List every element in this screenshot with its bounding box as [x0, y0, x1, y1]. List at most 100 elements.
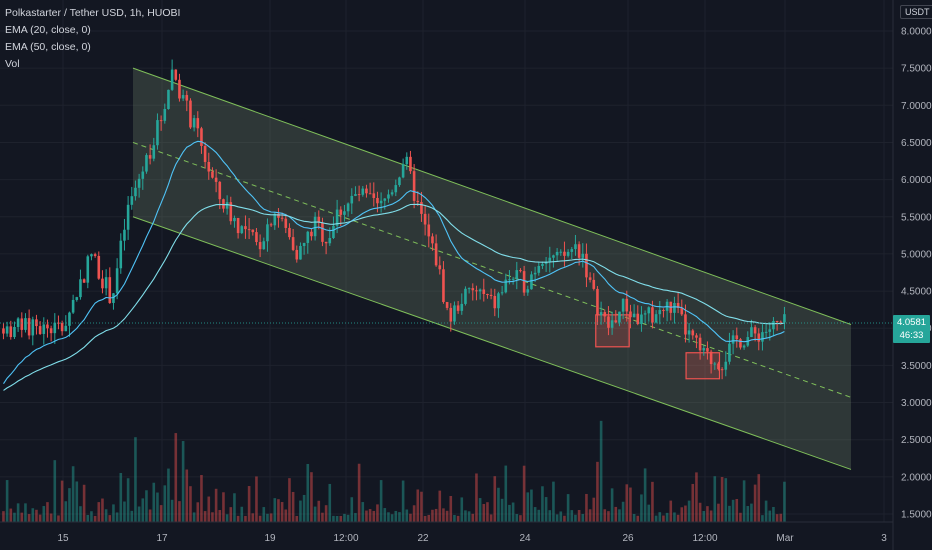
symbol-title[interactable]: Polkastarter / Tether USD, 1h, HUOBI: [5, 7, 181, 19]
volume-bar: [420, 491, 423, 522]
volume-bar: [108, 515, 112, 522]
volume-bar: [273, 498, 277, 522]
volume-bar: [222, 492, 225, 522]
candle-body: [515, 270, 519, 279]
candle-body: [86, 256, 90, 283]
volume-bar: [383, 508, 387, 522]
volume-bar: [577, 510, 581, 522]
candle-body: [31, 319, 35, 336]
volume-bar: [49, 513, 53, 522]
candle-body: [687, 330, 691, 335]
volume-bar: [302, 494, 306, 522]
volume-bar: [544, 497, 548, 522]
candle-body: [731, 335, 735, 344]
volume-bar: [134, 437, 137, 522]
candle-body: [218, 181, 222, 200]
volume-bar: [372, 510, 376, 522]
candle-body: [251, 229, 255, 233]
volume-bar: [82, 484, 86, 522]
last-price-value: 4.0581: [896, 317, 927, 328]
candle-body: [156, 120, 159, 146]
candle-body: [335, 209, 339, 226]
volume-bar: [735, 498, 739, 522]
candle-body: [137, 178, 141, 188]
ema-lines: [3, 140, 785, 391]
candle-body: [60, 323, 64, 332]
ema50-label[interactable]: EMA (50, close, 0): [5, 41, 91, 53]
volume-bar: [376, 504, 379, 522]
price-tick-label: 7.0000: [901, 101, 932, 112]
time-tick-label: Mar: [776, 533, 794, 544]
volume-bar: [471, 513, 475, 522]
price-axis[interactable]: 8.0000 7.5000 7.0000 6.5000 6.0000 5.5000 5.00…: [892, 0, 932, 550]
volume-bar: [497, 487, 500, 522]
volume-bar: [519, 515, 522, 522]
volume-bar: [313, 506, 317, 522]
volume-bar: [86, 514, 90, 522]
candle-body: [680, 307, 684, 315]
candle-body: [313, 216, 317, 237]
currency-unit-badge[interactable]: USDT: [900, 5, 932, 19]
candle-body: [291, 237, 295, 250]
volume-bar: [236, 515, 240, 522]
volume-bar: [145, 490, 148, 522]
time-tick-label: 12:00: [333, 533, 358, 544]
candle-body: [284, 218, 288, 228]
candle-body: [673, 303, 676, 313]
volume-bar: [728, 505, 731, 522]
volume-bar: [515, 514, 519, 522]
volume-bar: [669, 500, 673, 522]
candle-body: [757, 333, 761, 342]
volume-bar: [691, 483, 695, 522]
volume-bar: [706, 506, 709, 522]
candle-body: [97, 255, 101, 279]
volume-bar: [317, 500, 321, 522]
price-tick-label: 7.5000: [901, 64, 932, 75]
candle-body: [706, 348, 709, 352]
volume-bar: [603, 509, 607, 522]
candle-body: [90, 254, 93, 257]
volume-bar: [90, 511, 93, 522]
volume-bar: [229, 507, 233, 522]
volume-bar: [607, 511, 610, 522]
volume-bar: [449, 496, 453, 522]
volume-bar: [288, 478, 291, 522]
candle-body: [592, 279, 596, 289]
volume-bar: [658, 512, 662, 522]
volume-bar: [434, 508, 438, 522]
volume-bar: [346, 514, 350, 522]
candle-body: [717, 363, 720, 370]
time-tick-label: 26: [622, 533, 634, 544]
candle-body: [456, 305, 460, 311]
volume-bar: [629, 487, 632, 522]
time-axis[interactable]: 15 17 19 12:00 22 24 26 12:00 Mar 3: [0, 521, 893, 544]
candle-body: [269, 224, 273, 226]
candle-body: [350, 195, 354, 204]
candle-body: [379, 200, 383, 204]
price-tick-label: 3.5000: [901, 361, 932, 372]
ema20-label[interactable]: EMA (20, close, 0): [5, 24, 91, 36]
candle-body: [82, 279, 86, 283]
candle-body: [449, 307, 453, 322]
candle-body: [247, 229, 251, 231]
candle-body: [178, 79, 181, 99]
volume-bar: [647, 504, 651, 522]
volume-bar: [60, 480, 64, 522]
volume-bar: [610, 488, 614, 522]
volume-bar: [200, 474, 203, 522]
volume-label[interactable]: Vol: [5, 58, 20, 70]
volume-bar: [178, 501, 181, 522]
volume-bar: [130, 510, 134, 522]
candle-body: [607, 316, 610, 328]
candle-body: [339, 209, 343, 215]
candle-body: [728, 343, 731, 362]
candle-body: [761, 332, 764, 342]
volume-bar: [511, 502, 515, 522]
volume-bar: [559, 511, 563, 522]
candle-body: [695, 335, 698, 338]
candle-body: [625, 298, 629, 312]
volume-bar: [258, 515, 262, 522]
candle-body: [702, 348, 706, 351]
volume-bar: [548, 510, 552, 522]
